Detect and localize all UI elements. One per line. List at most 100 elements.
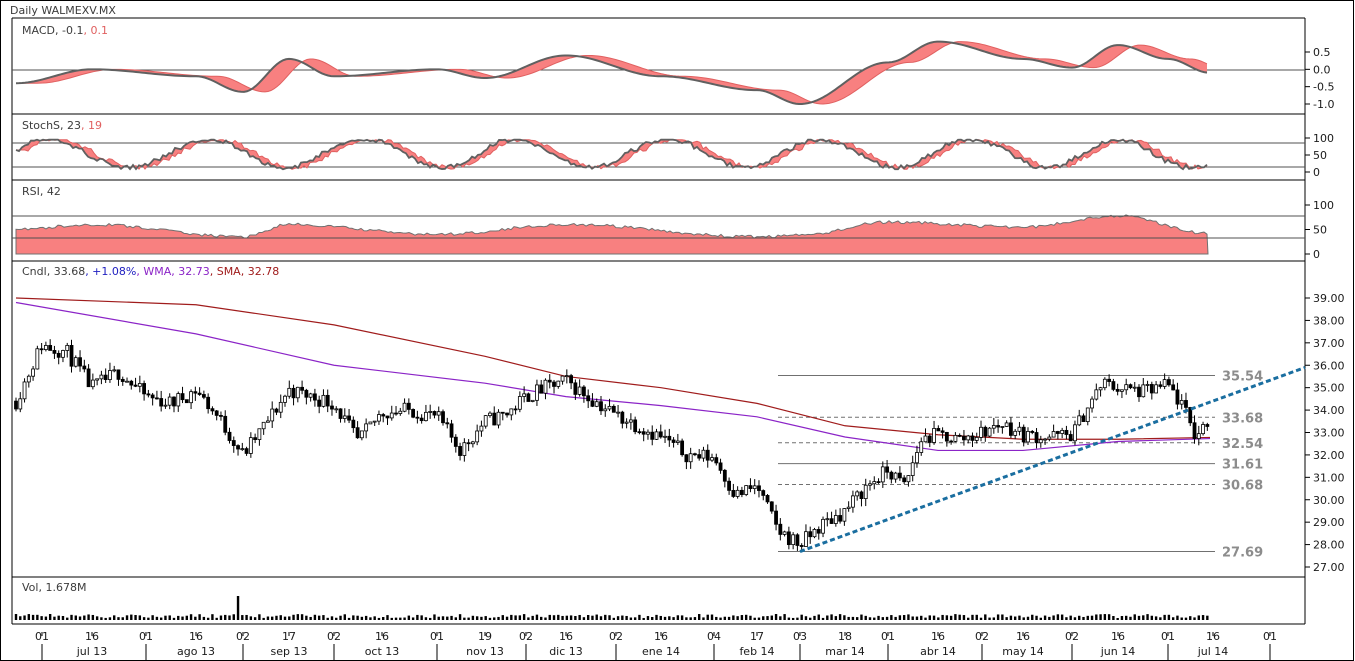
bull-candle [919,441,924,453]
macd-panel: MACD, -0.1, 0.1 0.5 0.0 -0.5 -1.0 [12,24,1334,111]
volume-bar [484,616,487,620]
volume-bar [113,615,116,620]
price-tick-label: 31.00 [1313,471,1345,484]
bull-candle [624,421,629,424]
bull-candle [334,408,339,411]
volume-bar [552,615,556,620]
volume-bar [458,614,462,620]
x-tick-month: dic 13 [549,645,583,658]
stoch-d-value: , 19 [81,119,102,132]
volume-bar [954,614,957,620]
volume-bar [497,616,500,620]
volume-bar [962,615,966,620]
bull-candle [735,489,740,497]
volume-bar [574,615,577,620]
volume-bar [898,615,902,620]
volume-bar [373,616,376,620]
volume-bar [873,617,876,620]
volume-bar [800,614,803,620]
volume-bar [821,617,825,620]
volume-bar [809,617,812,620]
volume-bar [894,616,897,620]
volume-bar [996,614,1000,620]
volume-bar [715,616,718,620]
volume-bar [988,617,991,620]
volume-bar [155,616,159,620]
bull-candle [821,518,825,534]
volume-bar [992,617,996,620]
volume-bar [1099,614,1102,620]
volume-bar [424,617,428,620]
bear-candle [778,523,783,535]
x-tick-day: 01 [430,630,444,643]
bear-candle [227,431,232,441]
volume-bar [698,614,701,620]
bear-candle [983,426,988,437]
bear-candle [317,399,322,407]
volume-bar [1142,615,1145,620]
price-level-label: 27.69 [1222,546,1263,561]
bear-candle [962,435,966,441]
volume-bar [1060,614,1064,620]
price-tick-label: 38.00 [1313,314,1345,327]
bull-candle [240,448,245,451]
x-tick-month: jul 14 [1197,645,1229,658]
window-title: Daily WALMEXV.MX [10,4,116,17]
volume-bar [770,615,773,620]
volume-bar [48,614,52,620]
volume-bar [471,615,475,620]
volume-bar [616,616,620,620]
bear-candle [155,397,159,400]
bull-candle [522,393,527,397]
volume-bar [693,617,697,620]
volume-bar [1176,615,1179,620]
bull-candle [752,485,757,489]
bull-candle [868,483,872,486]
x-tick-day: 17 [750,630,764,643]
volume-bar [1018,615,1021,620]
volume-bar [902,615,906,620]
bear-candle [133,384,138,387]
volume-bar [779,616,782,620]
volume-bar [1001,614,1004,620]
volume-bar [1022,617,1025,620]
bull-candle [1141,384,1146,398]
bull-candle [855,491,860,497]
x-tick-day: 16 [1111,630,1125,643]
volume-bar [774,614,778,620]
bear-candle [714,457,719,464]
wma-legend: , WMA, 32.73 [136,265,209,278]
bull-candle [966,435,971,441]
volume-bar [1112,616,1115,620]
x-tick-day: 02 [1065,630,1079,643]
volume-bar [279,615,282,620]
volume-bar [394,617,398,620]
volume-bar [1133,614,1136,620]
bull-candle [603,408,608,412]
bull-candle [43,345,48,350]
bear-candle [637,431,642,434]
bull-candle [321,394,326,407]
volume-bar [1031,614,1034,620]
stoch-k-value: , 23 [60,119,81,132]
bull-candle [812,529,817,538]
price-tick-label: 28.00 [1313,539,1345,552]
bull-candle [1047,436,1052,440]
bear-candle [223,415,228,433]
bear-candle [159,398,164,407]
bull-candle [530,399,535,402]
bull-candle [628,419,633,423]
bear-candle [82,365,87,370]
volume-bar [493,617,496,620]
volume-bar [138,615,142,620]
volume-bar [843,615,846,620]
bull-candle [248,437,253,454]
volume-bar [1197,615,1200,620]
volume-bar [441,616,445,620]
bull-candle [535,384,539,401]
x-tick-month: sep 13 [271,645,308,658]
bear-candle [449,423,454,438]
price-tick-label: 37.00 [1313,337,1345,350]
volume-bar [1189,616,1192,620]
bear-candle [244,448,249,454]
